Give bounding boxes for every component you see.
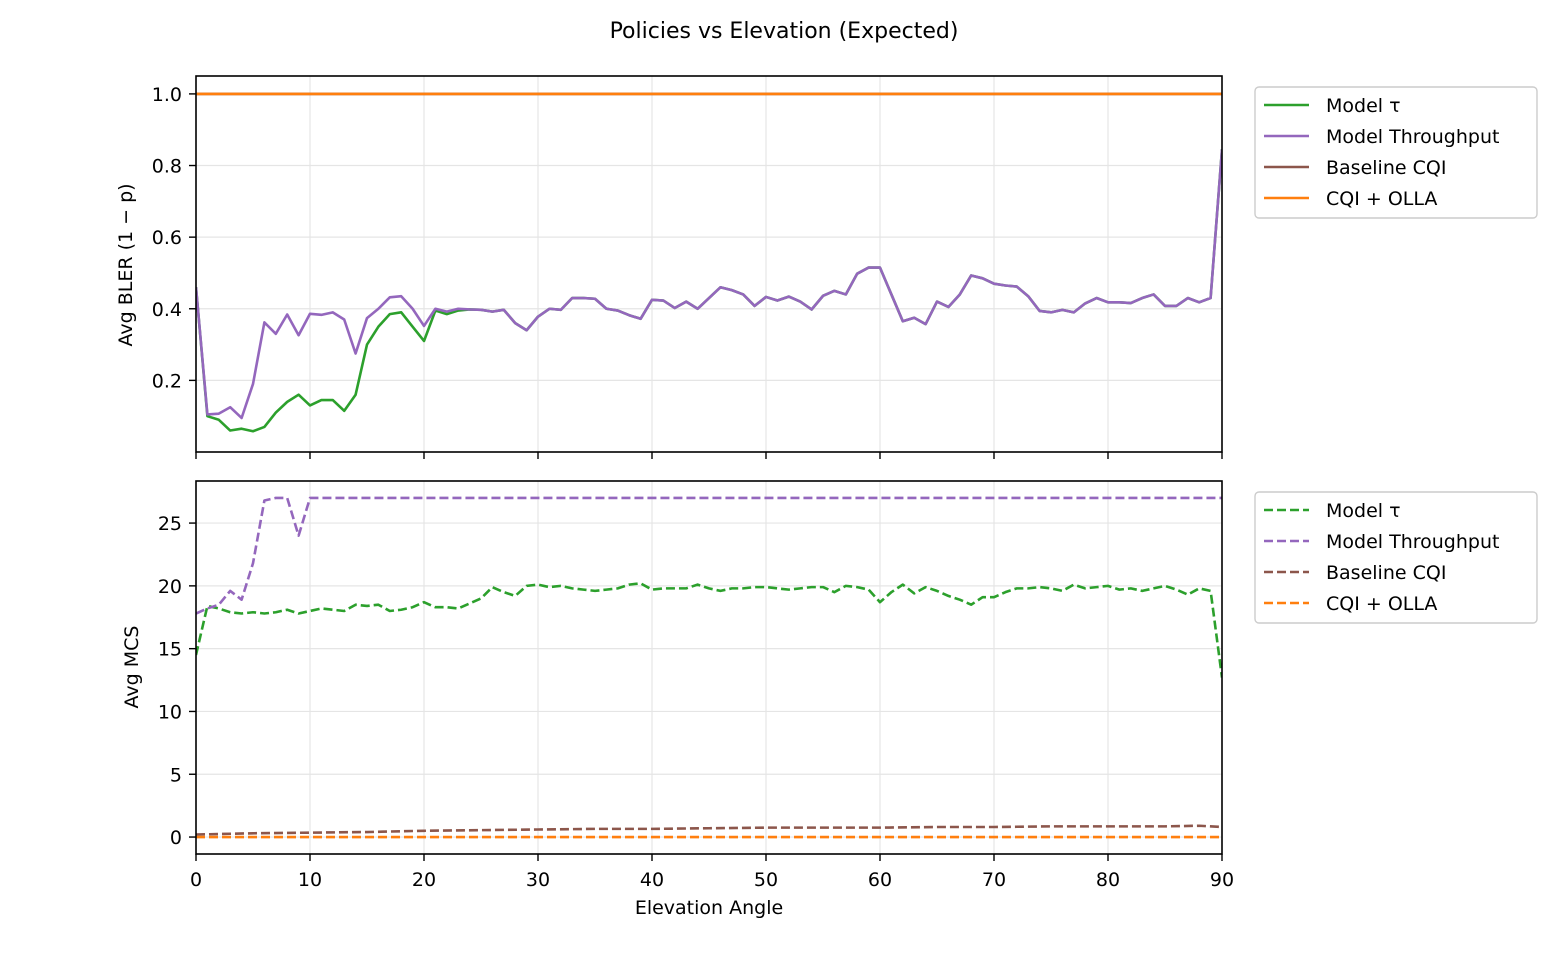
bler-axes: 0.2 0.4 0.6 0.8 1.0 xyxy=(152,75,1223,459)
bler-legend-label-baseline-cqi: Baseline CQI xyxy=(1326,157,1446,179)
mcs-x-tick-label: 50 xyxy=(754,869,778,891)
mcs-x-tick-label: 60 xyxy=(868,869,892,891)
bler-legend-label-model-throughput: Model Throughput xyxy=(1326,126,1499,148)
mcs-legend-label-cqi-olla: CQI + OLLA xyxy=(1326,593,1437,615)
mcs-x-tick-label: 80 xyxy=(1096,869,1120,891)
mcs-y-tick-label: 10 xyxy=(158,701,182,723)
mcs-series-model-throughput xyxy=(196,496,1222,615)
mcs-x-tick-label: 20 xyxy=(412,869,436,891)
mcs-legend-label-baseline-cqi: Baseline CQI xyxy=(1326,562,1446,584)
mcs-x-tick-label: 40 xyxy=(640,869,664,891)
mcs-legend-label-model-throughput: Model Throughput xyxy=(1326,531,1499,553)
mcs-series-baseline-cqi xyxy=(196,824,1222,836)
bler-y-tick-label: 0.8 xyxy=(152,156,182,178)
bler-frame xyxy=(195,75,1223,453)
bler-grid xyxy=(195,76,1223,452)
mcs-x-tick-label: 70 xyxy=(982,869,1006,891)
mcs-x-tick-label: 30 xyxy=(526,869,550,891)
mcs-x-tick-label: 90 xyxy=(1210,869,1234,891)
mcs-x-tick-label: 0 xyxy=(190,869,202,891)
bler-legend-box xyxy=(1254,86,1538,219)
mcs-y-tick-label: 20 xyxy=(158,576,182,598)
mcs-axes: 0 5 10 15 20 25 0 10 20 30 40 50 60 70 80 90 xyxy=(158,480,1234,891)
bler-y-tick-label: 0.6 xyxy=(152,227,182,249)
mcs-frame xyxy=(195,480,1223,855)
bler-panel: 0.2 0.4 0.6 0.8 1.0 Avg BLER (1 − p) xyxy=(115,75,1223,459)
bler-y-tick-label: 1.0 xyxy=(152,84,182,106)
bler-series xyxy=(196,92,1222,433)
x-axis-label: Elevation Angle xyxy=(635,897,783,919)
mcs-y-tick-label: 5 xyxy=(170,764,182,786)
mcs-legend-box xyxy=(1254,491,1538,624)
mcs-legend-label-model-tau: Model τ xyxy=(1326,500,1401,522)
bler-y-tick-label: 0.4 xyxy=(152,299,182,321)
mcs-y-tick-label: 0 xyxy=(170,827,182,849)
figure-title: Policies vs Elevation (Expected) xyxy=(610,19,959,44)
mcs-grid xyxy=(195,481,1223,854)
mcs-series-model-tau xyxy=(196,582,1222,678)
mcs-panel: 0 5 10 15 20 25 0 10 20 30 40 50 60 70 80 90 Avg MCS El… xyxy=(121,480,1234,919)
bler-y-tick-label: 0.2 xyxy=(152,370,182,392)
bler-legend-label-model-tau: Model τ xyxy=(1326,95,1401,117)
mcs-x-tick-label: 10 xyxy=(298,869,322,891)
mcs-y-tick-label: 15 xyxy=(158,639,182,661)
mcs-y-axis-label: Avg MCS xyxy=(121,626,143,709)
bler-y-axis-label: Avg BLER (1 − p) xyxy=(115,183,137,346)
bler-series-model-throughput xyxy=(196,149,1222,420)
bler-legend-label-cqi-olla: CQI + OLLA xyxy=(1326,188,1437,210)
mcs-legend: Model τ Model Throughput Baseline CQI CQI +… xyxy=(1254,491,1538,624)
mcs-y-tick-label: 25 xyxy=(158,513,182,535)
bler-legend: Model τ Model Throughput Baseline CQI CQI +… xyxy=(1254,86,1538,219)
mcs-series xyxy=(196,496,1222,839)
bler-series-model-tau xyxy=(196,149,1222,433)
